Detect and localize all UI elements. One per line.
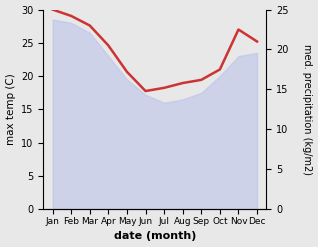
Y-axis label: max temp (C): max temp (C) xyxy=(5,74,16,145)
Y-axis label: med. precipitation (kg/m2): med. precipitation (kg/m2) xyxy=(302,44,313,175)
X-axis label: date (month): date (month) xyxy=(114,231,196,242)
